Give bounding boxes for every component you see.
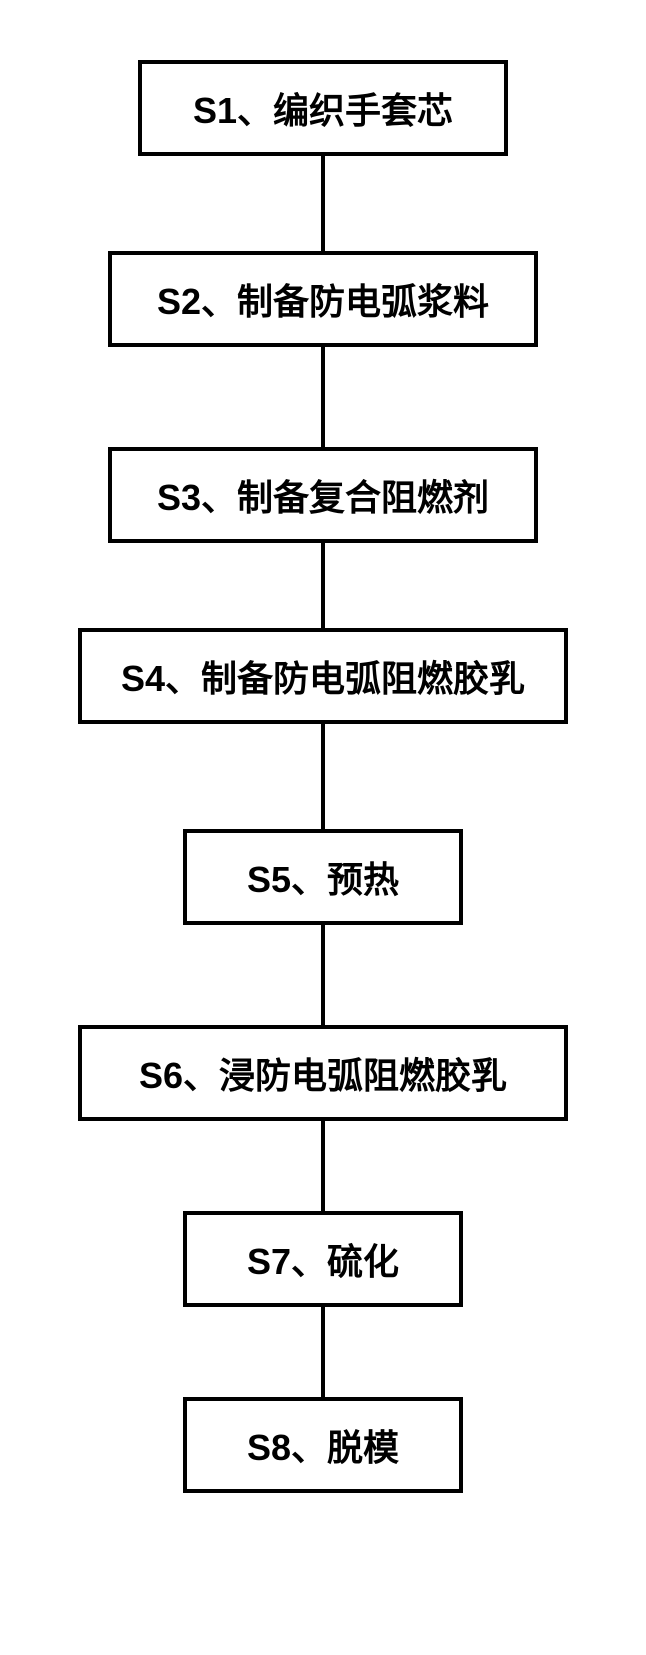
step-box-7: S7、硫化 [183,1211,463,1307]
step-text-5: S5、预热 [247,851,399,903]
step-prefix-4: S4、 [121,658,201,699]
step-label-3: 制备复合阻燃剂 [237,477,489,518]
step-box-4: S4、制备防电弧阻燃胶乳 [78,628,568,724]
step-box-8: S8、脱模 [183,1397,463,1493]
step-text-3: S3、制备复合阻燃剂 [157,469,489,521]
step-label-6: 浸防电弧阻燃胶乳 [219,1055,507,1096]
step-label-7: 硫化 [327,1241,399,1282]
step-box-3: S3、制备复合阻燃剂 [108,447,538,543]
step-prefix-5: S5、 [247,859,327,900]
connector-2 [321,347,325,447]
connector-1 [321,156,325,251]
connector-3 [321,543,325,628]
step-prefix-8: S8、 [247,1427,327,1468]
connector-5 [321,925,325,1025]
step-box-1: S1、编织手套芯 [138,60,508,156]
connector-4 [321,724,325,829]
connector-7 [321,1307,325,1397]
step-label-2: 制备防电弧浆料 [237,281,489,322]
step-box-6: S6、浸防电弧阻燃胶乳 [78,1025,568,1121]
connector-6 [321,1121,325,1211]
step-text-8: S8、脱模 [247,1419,399,1471]
step-text-6: S6、浸防电弧阻燃胶乳 [139,1047,507,1099]
step-box-2: S2、制备防电弧浆料 [108,251,538,347]
step-prefix-2: S2、 [157,281,237,322]
step-prefix-3: S3、 [157,477,237,518]
step-box-5: S5、预热 [183,829,463,925]
flowchart-container: S1、编织手套芯 S2、制备防电弧浆料 S3、制备复合阻燃剂 S4、制备防电弧阻… [0,0,646,1493]
step-text-4: S4、制备防电弧阻燃胶乳 [121,650,525,702]
step-label-4: 制备防电弧阻燃胶乳 [201,658,525,699]
step-text-7: S7、硫化 [247,1233,399,1285]
step-label-8: 脱模 [327,1427,399,1468]
step-text-1: S1、编织手套芯 [193,82,453,134]
step-label-5: 预热 [327,859,399,900]
step-prefix-7: S7、 [247,1241,327,1282]
step-prefix-6: S6、 [139,1055,219,1096]
step-prefix-1: S1、 [193,90,273,131]
step-label-1: 编织手套芯 [273,90,453,131]
step-text-2: S2、制备防电弧浆料 [157,273,489,325]
